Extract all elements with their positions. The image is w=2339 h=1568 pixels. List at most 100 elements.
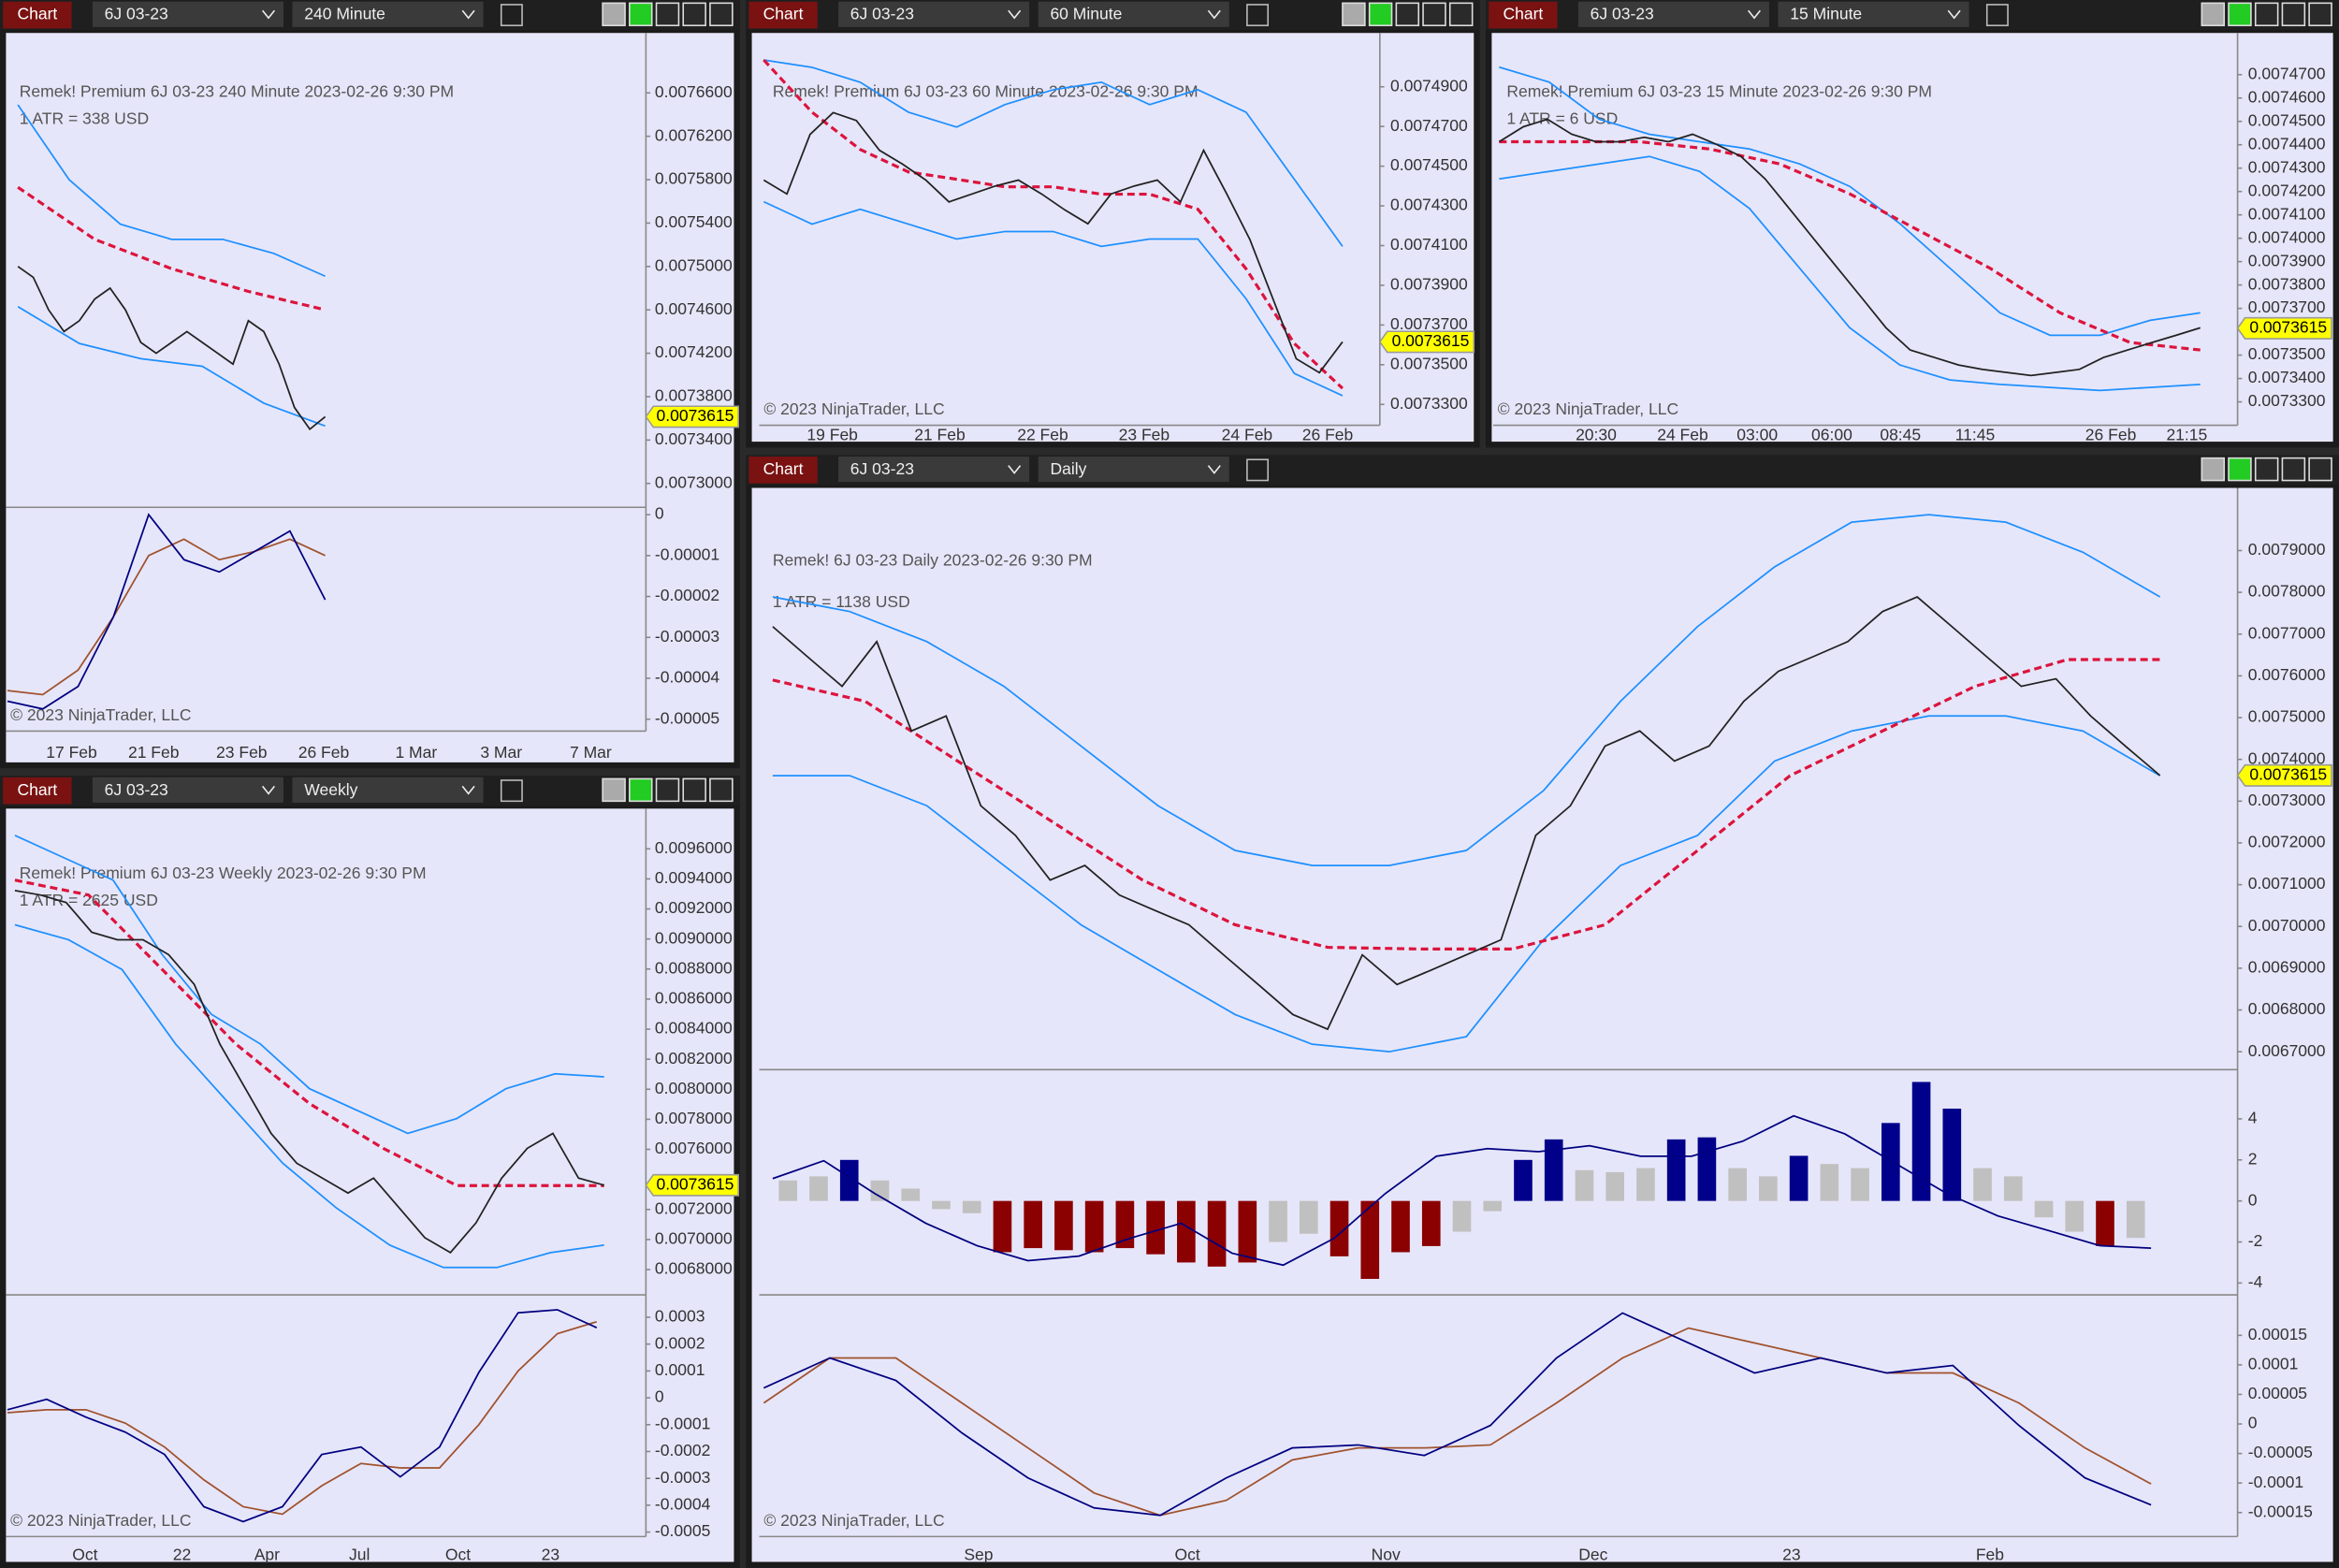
instrument-dropdown[interactable] xyxy=(838,457,1030,483)
chart-tab-label: Chart xyxy=(1503,5,1543,23)
window-button[interactable] xyxy=(2201,2,2226,27)
dropdown-arrow xyxy=(1747,9,1762,20)
date-label: 26 Feb xyxy=(2085,425,2137,443)
last-price-tag xyxy=(2236,316,2332,340)
link-button[interactable] xyxy=(629,2,653,27)
window-button[interactable] xyxy=(1422,2,1446,27)
interval-dropdown[interactable] xyxy=(292,1,484,27)
window-button[interactable] xyxy=(602,777,626,803)
chart-header: Remek! Premium 6J 03-23 60 Minute 2023-0… xyxy=(773,82,1199,101)
y-tick-label: 2 xyxy=(2248,1149,2258,1168)
date-label: 26 Feb xyxy=(1302,425,1354,443)
price-line xyxy=(14,890,604,1255)
price-line xyxy=(763,111,1344,374)
y-tick-label: 0.0073900 xyxy=(2248,251,2326,269)
interval-dropdown[interactable] xyxy=(1038,457,1229,483)
chart-area xyxy=(6,808,734,1562)
histogram-bar xyxy=(1024,1200,1042,1249)
interval-dropdown[interactable] xyxy=(1778,1,1969,27)
histogram-bar xyxy=(870,1180,890,1201)
interval-label: Weekly xyxy=(304,780,357,799)
y-tick-label: 0 xyxy=(655,1387,664,1406)
y-tick-label: 0.0003 xyxy=(655,1307,705,1326)
y-tick-label: 0.0090000 xyxy=(655,928,733,947)
date-label: 24 Feb xyxy=(1222,425,1273,443)
moving-average xyxy=(772,658,2160,951)
chart-tab[interactable] xyxy=(3,777,72,805)
bar-type-button[interactable] xyxy=(1985,4,2009,27)
chart-tab[interactable] xyxy=(3,1,72,29)
link-button[interactable] xyxy=(629,777,653,803)
instrument-dropdown[interactable] xyxy=(92,1,283,27)
histogram-bar xyxy=(932,1200,951,1210)
y-tick-label: 0.0073400 xyxy=(655,429,733,448)
window-button[interactable] xyxy=(2254,2,2279,27)
histogram-bar xyxy=(1789,1155,1809,1201)
y-tick-label: 0.0094000 xyxy=(655,868,733,887)
price-line xyxy=(1499,155,2201,392)
histogram-bar xyxy=(1177,1200,1196,1263)
window-button[interactable] xyxy=(2281,2,2306,27)
y-tick-label: 0.0074200 xyxy=(2248,181,2326,199)
instrument-dropdown[interactable] xyxy=(92,777,283,803)
date-label: Sep xyxy=(964,1546,993,1564)
date-label: 20:30 xyxy=(1576,425,1617,443)
bar-type-button[interactable] xyxy=(500,4,523,27)
window-button[interactable] xyxy=(655,2,680,27)
histogram-bar xyxy=(901,1188,921,1201)
histogram-bar xyxy=(993,1200,1012,1253)
window-button[interactable] xyxy=(2308,457,2332,482)
histogram-bar xyxy=(2065,1200,2085,1232)
window-button[interactable] xyxy=(1448,2,1474,27)
window-button[interactable] xyxy=(2281,457,2306,482)
y-tick-label: 0.0072000 xyxy=(2248,833,2326,851)
histogram-bar xyxy=(2126,1200,2145,1239)
instrument-label: 6J 03-23 xyxy=(850,5,914,23)
y-tick-label: -0.0004 xyxy=(655,1495,711,1514)
instrument-dropdown[interactable] xyxy=(838,1,1030,27)
window-button[interactable] xyxy=(709,2,734,27)
date-label: 23 xyxy=(542,1546,559,1564)
window-button[interactable] xyxy=(709,777,734,803)
date-label: Nov xyxy=(1372,1546,1401,1564)
window-button[interactable] xyxy=(682,2,706,27)
y-tick-label: 0.0074500 xyxy=(2248,110,2326,129)
window-button[interactable] xyxy=(655,777,680,803)
y-tick-label: 0.0074000 xyxy=(2248,227,2326,246)
chart-tab[interactable] xyxy=(748,457,818,484)
y-tick-label: 0.0074600 xyxy=(655,299,733,318)
instrument-dropdown[interactable] xyxy=(1577,1,1769,27)
date-label: Jul xyxy=(349,1546,370,1564)
link-button[interactable] xyxy=(2228,457,2252,482)
histogram-bar xyxy=(1269,1200,1287,1242)
link-button[interactable] xyxy=(1368,2,1393,27)
y-tick-label: 0.0073400 xyxy=(2248,368,2326,386)
link-button[interactable] xyxy=(2228,2,2252,27)
window-button[interactable] xyxy=(602,2,626,27)
chart-tab-label: Chart xyxy=(763,5,804,23)
y-tick-label: 0.0078000 xyxy=(655,1109,733,1127)
date-label: 21 Feb xyxy=(128,743,180,762)
bar-type-button[interactable] xyxy=(1246,4,1270,27)
window-button[interactable] xyxy=(2201,457,2226,482)
y-tick-label: 0.0074500 xyxy=(1390,155,1468,174)
y-tick-label: -0.00005 xyxy=(655,708,719,727)
histogram-bar xyxy=(1942,1108,1962,1201)
y-tick-label: 0.0073000 xyxy=(2248,791,2326,809)
window-button[interactable] xyxy=(1342,2,1366,27)
window-button[interactable] xyxy=(2254,457,2279,482)
chart-tab[interactable] xyxy=(748,1,818,29)
chart-tab[interactable] xyxy=(1489,1,1558,29)
y-tick-label: 0.0076600 xyxy=(655,82,733,101)
chart-header: Remek! Premium 6J 03-23 240 Minute 2023-… xyxy=(20,82,454,101)
y-tick-label: 0.0073900 xyxy=(1390,275,1468,294)
bar-type-button[interactable] xyxy=(500,779,523,803)
window-button[interactable] xyxy=(682,777,706,803)
bar-type-button[interactable] xyxy=(1246,458,1270,482)
interval-dropdown[interactable] xyxy=(1038,1,1229,27)
chart-tab-label: Chart xyxy=(17,5,57,23)
window-button[interactable] xyxy=(1395,2,1420,27)
window-button[interactable] xyxy=(2308,2,2332,27)
interval-dropdown[interactable] xyxy=(292,777,484,803)
